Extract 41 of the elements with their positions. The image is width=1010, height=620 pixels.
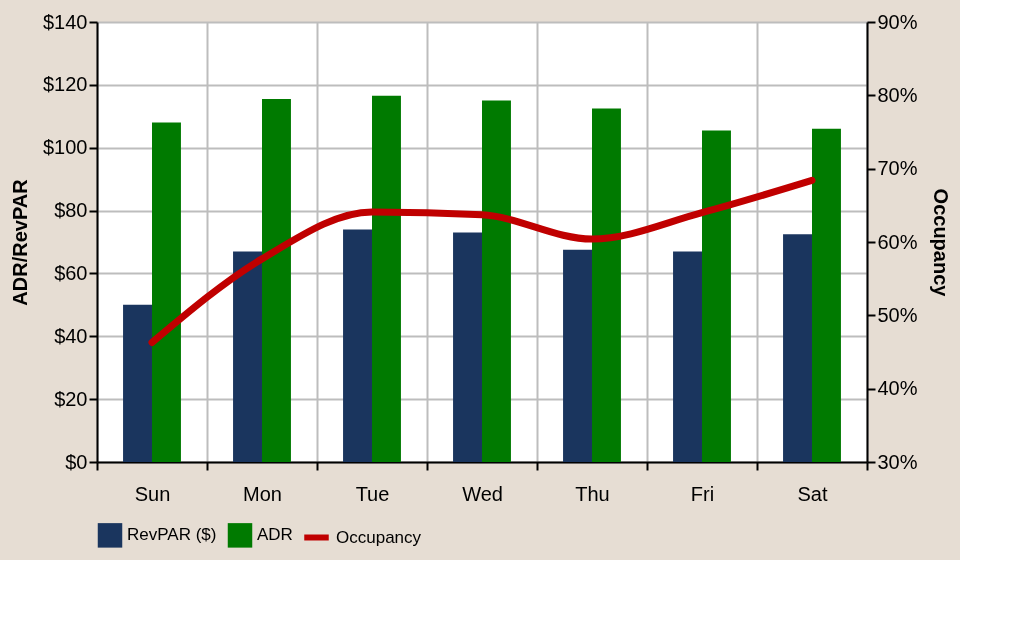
bar [372,95,401,462]
bar [233,251,262,462]
y2-tick-label: 60% [877,230,918,253]
bar [812,128,841,462]
y-tick-label: $0 [65,450,88,473]
y2-tick-label: 90% [877,10,918,33]
x-tick-label: Sat [797,482,828,505]
y2-tick-label: 30% [877,450,918,473]
y-tick-label: $40 [54,324,88,347]
y-tick-label: $140 [43,10,88,33]
bar [453,232,482,462]
legend-label: Occupancy [336,527,422,547]
bar [152,122,181,462]
x-tick-label: Sun [134,482,171,505]
bar [673,251,702,462]
y2-tick-label: 40% [877,377,918,400]
bar [343,229,372,462]
bar [123,304,152,462]
legend-label: ADR [257,525,293,545]
y-tick-label: $60 [54,261,88,284]
bar [592,108,621,462]
x-tick-label: Fri [690,482,715,505]
bar [783,234,812,462]
y2-tick-label: 70% [877,157,918,180]
x-tick-label: Tue [355,482,390,505]
y-tick-label: $80 [54,199,88,222]
x-tick-label: Thu [575,482,610,505]
bar [563,249,592,462]
legend-label: RevPAR ($) [127,525,217,545]
bar [702,130,731,462]
y-axis-title: ADR/RevPAR [9,178,32,306]
y2-tick-label: 50% [877,303,918,326]
bar [262,99,291,462]
x-tick-label: Wed [462,482,503,505]
y-tick-label: $120 [43,73,88,96]
y-tick-label: $20 [54,387,88,410]
y-tick-label: $100 [43,136,88,159]
y2-tick-label: 80% [877,83,918,106]
x-tick-label: Mon [243,482,282,505]
y2-axis-title: Occupancy [929,188,952,298]
bar [482,100,511,462]
